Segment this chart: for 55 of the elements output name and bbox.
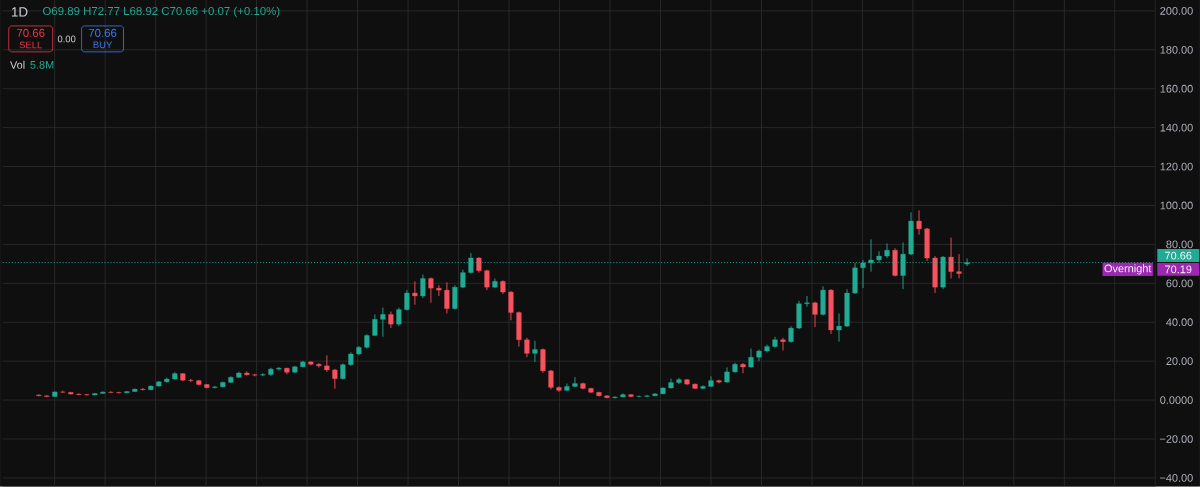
candlestick (836, 313, 842, 343)
candlestick (532, 340, 538, 363)
candlestick (324, 354, 330, 373)
candlestick (244, 370, 250, 377)
annotation: BUY (93, 41, 113, 49)
y-tick-label: 40.00 (1166, 318, 1193, 327)
y-tick-label: −20.00 (1160, 435, 1193, 443)
annotation: 5.8M (30, 61, 54, 69)
y-tick-label: 200.00 (1160, 7, 1193, 15)
candlestick (332, 368, 338, 390)
chart-title: 1D (11, 7, 28, 17)
candlestick (396, 307, 402, 327)
candlestick (572, 376, 578, 388)
ref-line-label: 70.66 (1165, 251, 1192, 260)
y-tick-label: 20.00 (1166, 357, 1193, 366)
candlestick (444, 281, 450, 314)
candlestick (780, 337, 786, 351)
annotation: Overnight (1104, 264, 1152, 275)
candlestick (636, 395, 642, 398)
y-tick-label: 100.00 (1160, 201, 1193, 210)
candlestick (316, 362, 322, 369)
text: O69.89 H72.77 L68.92 C70.66 +0.07 (+0.10%) (43, 6, 280, 18)
candlestick (508, 290, 514, 321)
y-tick-label: 0.0000 (1160, 396, 1193, 405)
candlestick (404, 289, 410, 312)
candlestick (380, 307, 386, 338)
y-tick-label: 180.00 (1160, 46, 1193, 54)
candlestick (948, 237, 954, 279)
candlestick (428, 277, 434, 304)
annotation: 70.66 (17, 28, 45, 38)
candlestick (436, 284, 442, 297)
y-tick-label: 60.00 (1166, 279, 1193, 288)
annotation: SELL (19, 41, 42, 49)
y-tick-label: 140.00 (1160, 123, 1193, 132)
annotation: 70.66 (88, 28, 117, 38)
candlestick (412, 280, 418, 306)
candlestick (740, 362, 746, 374)
candlestick (804, 295, 810, 308)
y-tick-label: 120.00 (1160, 162, 1193, 171)
annotation: 0.00 (57, 35, 76, 43)
candlestick (372, 314, 378, 337)
candlestick (612, 395, 618, 400)
candlestick (916, 209, 922, 236)
y-tick-label: −40.00 (1160, 474, 1193, 482)
candlestick (884, 243, 890, 259)
candlestick (420, 274, 426, 299)
candlestick (812, 301, 818, 328)
candlestick (452, 284, 458, 311)
candlestick (956, 253, 962, 279)
annotation: Vol (10, 60, 25, 69)
y-tick-label: 80.00 (1166, 240, 1193, 249)
text: 70.19 (1165, 265, 1192, 274)
candlestick (524, 337, 530, 358)
y-tick-label: 160.00 (1160, 84, 1193, 93)
candlestick (540, 348, 546, 374)
